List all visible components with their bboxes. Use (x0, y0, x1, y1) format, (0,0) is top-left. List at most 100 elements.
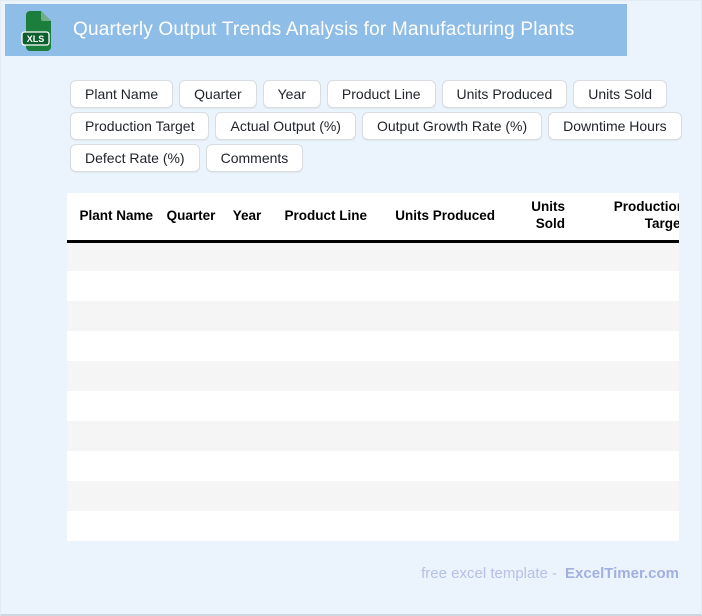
table-row (67, 241, 679, 271)
field-chip-units-produced[interactable]: Units Produced (441, 80, 568, 108)
table-cell (373, 421, 501, 451)
field-chip-product-line[interactable]: Product Line (326, 80, 436, 108)
table-cell (271, 511, 373, 541)
table-cell (159, 421, 223, 451)
column-header-product-line: Product Line (271, 193, 373, 241)
table-cell (571, 331, 679, 361)
field-chips: Plant Name Quarter Year Product Line Units P… (70, 80, 685, 172)
table-cell (223, 421, 271, 451)
table-row (67, 361, 679, 391)
table-row (67, 301, 679, 331)
table-cell (67, 361, 159, 391)
table-cell (223, 301, 271, 331)
table-cell (271, 481, 373, 511)
table-cell (159, 331, 223, 361)
table-cell (159, 481, 223, 511)
table-cell (571, 241, 679, 271)
table-cell (373, 511, 501, 541)
table-cell (373, 451, 501, 481)
table-cell (67, 421, 159, 451)
table-header-row: Plant Name Quarter Year Product Line Units P… (67, 193, 679, 241)
table-cell (67, 301, 159, 331)
table-cell (159, 361, 223, 391)
table-cell (271, 391, 373, 421)
table-cell (571, 391, 679, 421)
table-cell (223, 481, 271, 511)
title-bar: XLS Quarterly Output Trends Analysis for… (5, 4, 627, 56)
field-chip-comments[interactable]: Comments (205, 144, 304, 172)
table-cell (501, 361, 571, 391)
table-cell (501, 511, 571, 541)
table-cell (271, 271, 373, 301)
table-cell (223, 271, 271, 301)
xls-file-icon: XLS (21, 10, 53, 52)
table-cell (571, 361, 679, 391)
table-cell (373, 331, 501, 361)
table-cell (571, 481, 679, 511)
table-cell (67, 271, 159, 301)
table-cell (501, 301, 571, 331)
page-title: Quarterly Output Trends Analysis for Man… (73, 19, 575, 40)
field-chip-quarter[interactable]: Quarter (179, 80, 257, 108)
table-row (67, 451, 679, 481)
table-cell (67, 481, 159, 511)
table-row (67, 481, 679, 511)
column-header-production-target: Production Target (571, 193, 679, 241)
field-chip-plant-name[interactable]: Plant Name (70, 80, 174, 108)
table-cell (571, 421, 679, 451)
table-cell (67, 511, 159, 541)
column-header-units-produced: Units Produced (373, 193, 501, 241)
table-row (67, 511, 679, 541)
table-cell (271, 421, 373, 451)
column-header-quarter: Quarter (159, 193, 223, 241)
xls-badge (21, 31, 50, 46)
table-cell (501, 481, 571, 511)
column-header-units-sold: Units Sold (501, 193, 571, 241)
table-cell (571, 451, 679, 481)
table-cell (271, 361, 373, 391)
table-cell (373, 361, 501, 391)
table-cell (159, 511, 223, 541)
field-chip-production-target[interactable]: Production Target (70, 112, 210, 140)
brand-link[interactable]: ExcelTimer.com (565, 565, 679, 582)
table-cell (271, 301, 373, 331)
table-cell (67, 451, 159, 481)
table-row (67, 421, 679, 451)
table-row (67, 331, 679, 361)
table-cell (373, 391, 501, 421)
table-cell (571, 511, 679, 541)
table-cell (373, 241, 501, 271)
table-cell (501, 391, 571, 421)
table-cell (501, 451, 571, 481)
table-cell (271, 331, 373, 361)
footer-text: free excel template - (421, 565, 558, 582)
table-cell (271, 451, 373, 481)
table-cell (67, 241, 159, 271)
field-chip-downtime-hours[interactable]: Downtime Hours (548, 112, 682, 140)
field-chip-defect-rate[interactable]: Defect Rate (%) (70, 144, 200, 172)
table-cell (223, 241, 271, 271)
field-chip-year[interactable]: Year (262, 80, 321, 108)
column-header-plant-name: Plant Name (67, 193, 159, 241)
table-cell (501, 331, 571, 361)
xls-badge-label: XLS (27, 34, 45, 44)
field-chip-units-sold[interactable]: Units Sold (573, 80, 668, 108)
table-cell (67, 391, 159, 421)
table-cell (373, 271, 501, 301)
column-header-year: Year (223, 193, 271, 241)
table-cell (501, 421, 571, 451)
table-cell (271, 241, 373, 271)
table-cell (159, 301, 223, 331)
table-row (67, 391, 679, 421)
field-chip-output-growth-rate[interactable]: Output Growth Rate (%) (361, 112, 543, 140)
data-table: Plant Name Quarter Year Product Line Units P… (67, 193, 679, 541)
table-cell (223, 361, 271, 391)
table-cell (571, 301, 679, 331)
table-cell (373, 301, 501, 331)
table-cell (159, 241, 223, 271)
table-container: Plant Name Quarter Year Product Line Units P… (67, 193, 679, 541)
table-cell (223, 391, 271, 421)
table-cell (159, 391, 223, 421)
field-chip-actual-output[interactable]: Actual Output (%) (215, 112, 356, 140)
table-cell (373, 481, 501, 511)
